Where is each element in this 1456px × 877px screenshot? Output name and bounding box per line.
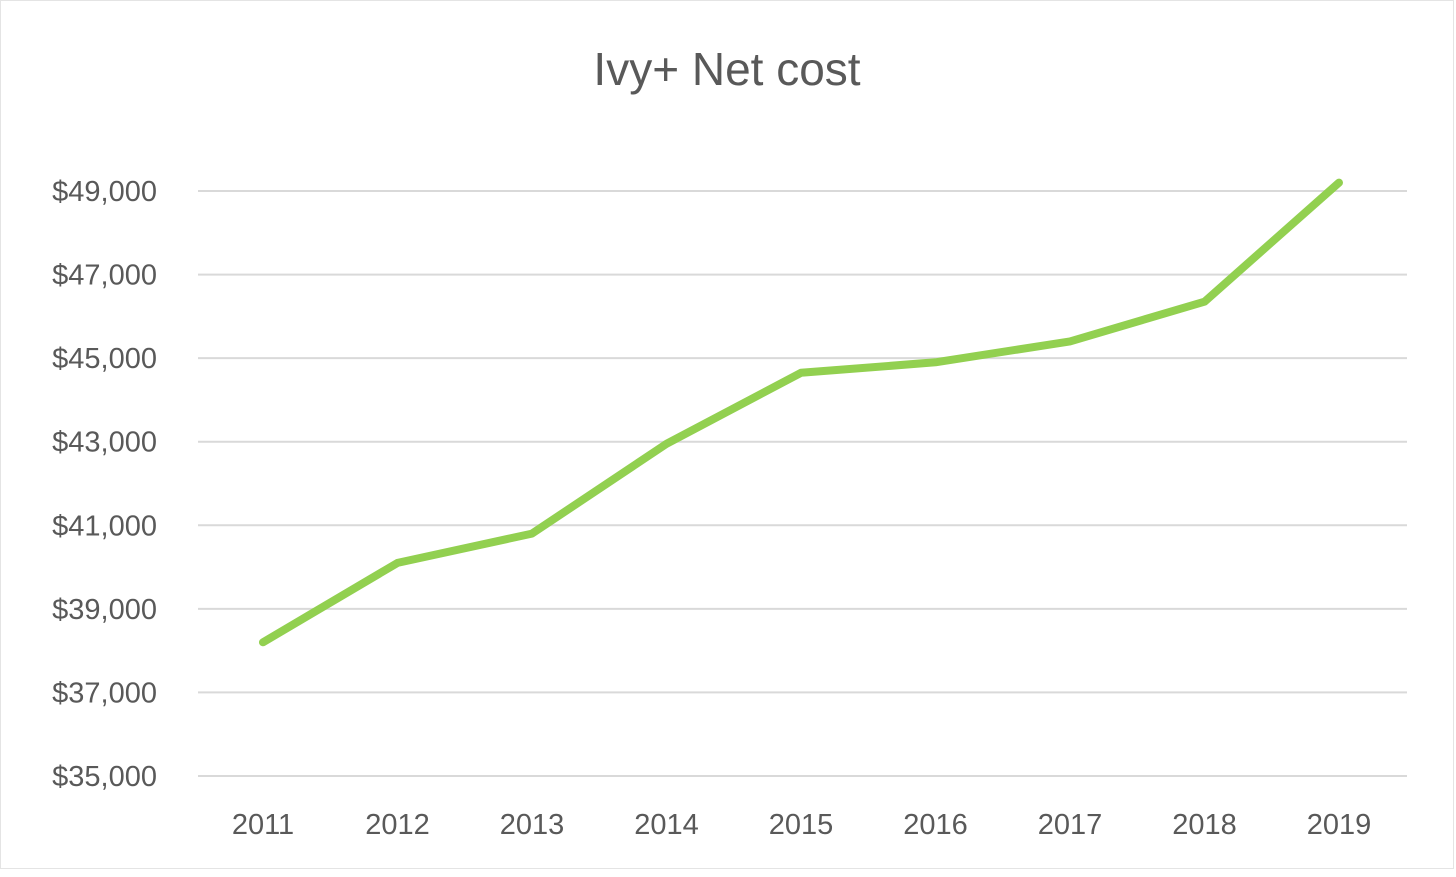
x-tick-label: 2019 <box>1307 809 1372 841</box>
x-tick-label: 2017 <box>1038 809 1103 841</box>
x-tick-label: 2011 <box>232 809 294 841</box>
y-tick-label: $43,000 <box>52 427 157 459</box>
x-tick-label: 2016 <box>903 809 968 841</box>
x-tick-label: 2015 <box>769 809 834 841</box>
chart-title: Ivy+ Net cost <box>593 43 860 95</box>
y-tick-label: $47,000 <box>52 260 157 292</box>
y-tick-label: $35,000 <box>52 761 157 793</box>
y-tick-label: $39,000 <box>52 594 157 626</box>
x-axis-tick-labels: 2011 2012 2013 2014 2015 2016 2017 2018 2019 <box>232 809 1371 841</box>
gridlines <box>198 190 1407 777</box>
y-tick-label: $37,000 <box>52 677 157 709</box>
y-tick-label: $41,000 <box>52 510 157 542</box>
series-lines <box>259 178 1343 647</box>
y-tick-label: $45,000 <box>52 343 157 375</box>
x-tick-label: 2012 <box>365 809 430 841</box>
series-line <box>259 178 1343 647</box>
x-tick-label: 2018 <box>1172 809 1237 841</box>
x-tick-label: 2014 <box>634 809 699 841</box>
y-tick-label: $49,000 <box>52 176 157 208</box>
x-tick-label: 2013 <box>500 809 565 841</box>
y-axis-tick-labels: $35,000 $37,000 $39,000 $41,000 $43,000 $45,0… <box>52 176 157 793</box>
